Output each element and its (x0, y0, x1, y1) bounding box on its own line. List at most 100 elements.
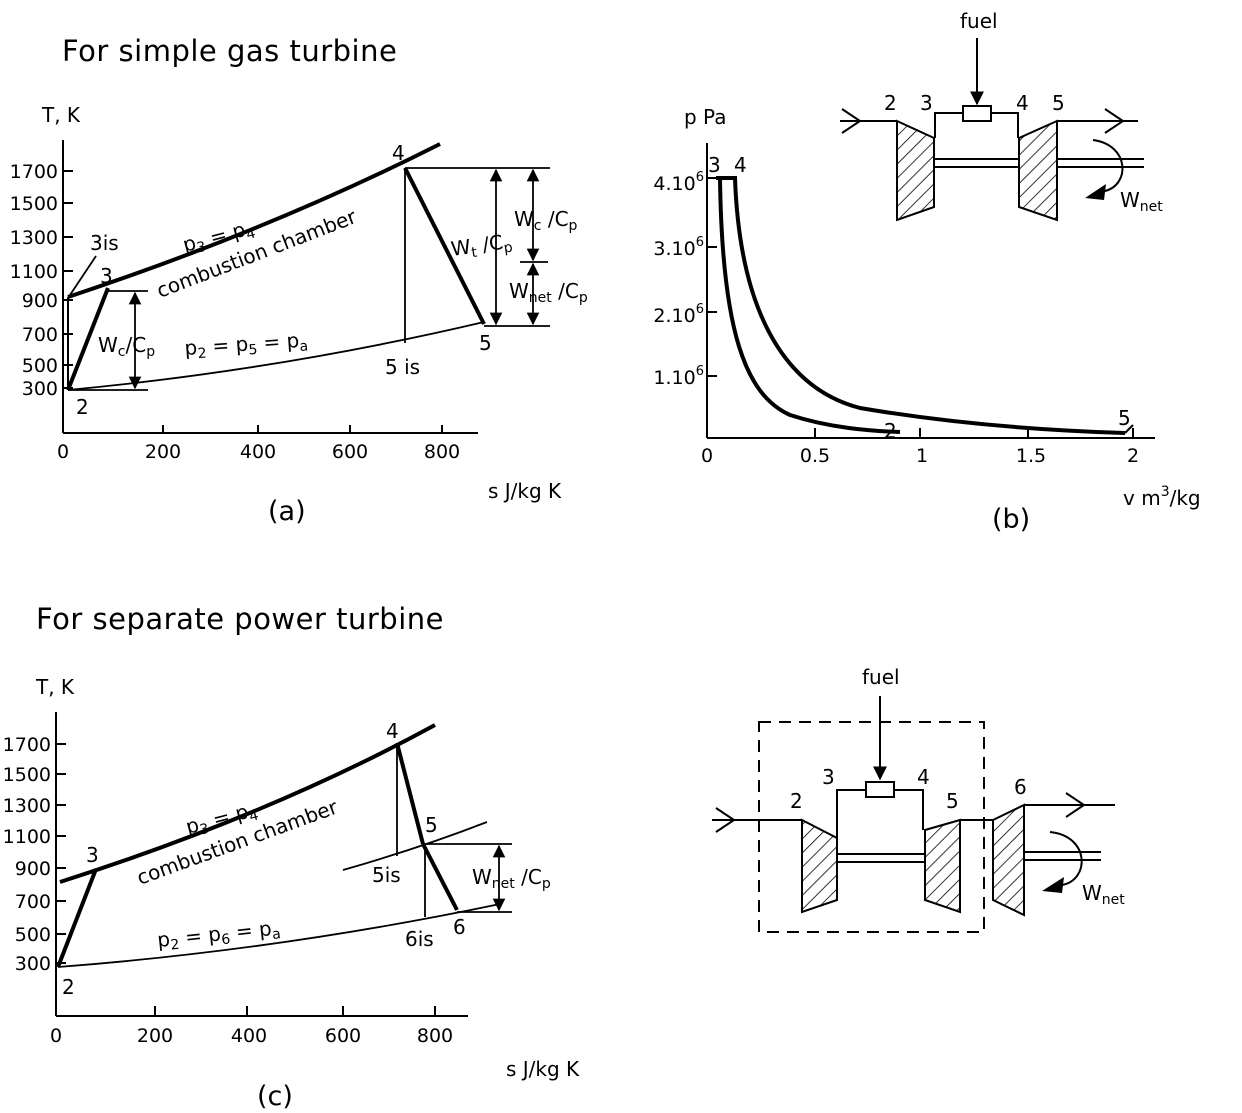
b-ytick: 2.106 (653, 302, 704, 327)
a-ytick: 1500 (10, 193, 58, 215)
sc-hp-turbine (924, 818, 961, 914)
a-point-3is: 3is (90, 231, 119, 255)
b-ytick: 1.106 (653, 364, 704, 389)
a-caption: (a) (268, 496, 306, 527)
a-wt-label: Wt /Cp (449, 229, 514, 264)
sb-fuel-label: fuel (960, 9, 998, 33)
a-point-2: 2 (76, 395, 89, 419)
b-point-3: 3 (708, 153, 721, 177)
a-wnet-label: Wnet /Cp (509, 279, 588, 306)
b-y-axis-label: p Pa (684, 105, 726, 129)
a-ytick: 300 (22, 378, 58, 400)
c-low-pressure-label: p2 = p6 = pa (156, 915, 282, 955)
a-ytick: 1300 (10, 227, 58, 249)
a-point-5: 5 (479, 331, 492, 355)
c-hp-expansion-line (395, 742, 425, 845)
a-x-axis-label: s J/kg K (488, 479, 562, 503)
a-expansion-line (403, 167, 486, 325)
c-xtick: 800 (417, 1025, 453, 1047)
a-ytick: 1700 (10, 161, 58, 183)
sc-work-arrow (1047, 831, 1083, 890)
sb-station: 3 (920, 91, 933, 115)
c-y-axis-label: T, K (35, 675, 75, 699)
a-high-pressure-isobar (67, 142, 441, 299)
a-ytick: 1100 (10, 261, 58, 283)
sb-compressor (896, 119, 935, 222)
c-intermediate-isobar (342, 821, 488, 871)
a-combustion-label: combustion chamber (153, 204, 360, 303)
sb-work-arrow (1089, 139, 1124, 197)
sc-compressor (801, 818, 838, 914)
b-compression-curve (718, 177, 901, 434)
b-xtick: 0 (701, 445, 713, 467)
c-ytick: 1300 (3, 795, 51, 817)
c-ytick: 1100 (3, 826, 51, 848)
c-point-4: 4 (386, 719, 399, 743)
c-point-2: 2 (62, 975, 75, 999)
b-xtick: 0.5 (800, 445, 830, 467)
a-compression-line (66, 287, 110, 391)
c-compression-line (56, 868, 98, 968)
c-point-5: 5 (425, 813, 438, 837)
c-xtick: 200 (137, 1025, 173, 1047)
c-point-3: 3 (86, 843, 99, 867)
b-expansion-curve (733, 177, 1126, 435)
a-point-3: 3 (100, 264, 113, 288)
b-point-2: 2 (884, 419, 897, 443)
sc-wnet-label: Wnet (1082, 881, 1125, 908)
a-ytick: 500 (22, 355, 58, 377)
b-ytick: 3.106 (653, 235, 704, 260)
c-xtick: 400 (231, 1025, 267, 1047)
sc-station: 2 (790, 789, 803, 813)
sc-gas-generator-boundary (758, 721, 985, 933)
b-xtick: 1.5 (1016, 445, 1046, 467)
schematic-separate: fuel 2 3 4 5 6 Wnet (712, 665, 1125, 933)
b-xtick: 2 (1127, 445, 1139, 467)
a-point-4: 4 (392, 141, 405, 165)
sc-fuel-label: fuel (862, 665, 900, 689)
a-point-5is: 5 is (385, 355, 420, 379)
a-xtick: 200 (145, 441, 181, 463)
heading-simple-gas-turbine: For simple gas turbine (62, 34, 398, 68)
c-ytick: 700 (15, 891, 51, 913)
b-ytick: 4.106 (653, 170, 704, 195)
sc-station: 3 (822, 765, 835, 789)
schematic-simple: fuel 2 3 4 5 Wnet (840, 9, 1163, 222)
a-xtick: 0 (57, 441, 69, 463)
b-point-5: 5 (1118, 406, 1131, 430)
a-ytick: 900 (22, 290, 58, 312)
b-point-4: 4 (734, 153, 747, 177)
c-point-6: 6 (453, 915, 466, 939)
sb-wnet-label: Wnet (1120, 188, 1163, 215)
c-ytick: 900 (15, 858, 51, 880)
c-ytick: 1700 (3, 734, 51, 756)
a-xtick: 400 (240, 441, 276, 463)
ts-diagram-a: 1700 1500 1300 1100 900 700 500 300 0 20… (10, 103, 588, 527)
sc-station: 6 (1014, 775, 1027, 799)
a-xtick: 800 (424, 441, 460, 463)
sb-station: 4 (1016, 91, 1029, 115)
sc-station: 4 (917, 765, 930, 789)
c-lp-expansion-line (421, 843, 459, 911)
a-low-pressure-isobar (67, 321, 485, 391)
c-ytick: 300 (15, 953, 51, 975)
c-wnet-label: Wnet /Cp (472, 865, 551, 892)
c-x-axis-label: s J/kg K (506, 1057, 580, 1081)
sb-station: 5 (1052, 91, 1065, 115)
a-wc-left-label: Wc/Cp (98, 333, 155, 360)
c-ytick: 500 (15, 924, 51, 946)
c-high-pressure-isobar (59, 723, 436, 884)
c-low-pressure-isobar (57, 903, 501, 968)
a-low-pressure-label: p2 = p5 = pa (184, 327, 309, 363)
b-x-axis-label: v m3/kg (1123, 484, 1201, 510)
a-ytick: 700 (22, 324, 58, 346)
c-point-5is: 5is (372, 863, 401, 887)
sc-combustor (865, 781, 895, 798)
b-xtick: 1 (916, 445, 928, 467)
c-xtick: 0 (50, 1025, 62, 1047)
ts-diagram-c: 1700 1500 1300 1100 900 700 500 300 0 20… (3, 675, 580, 1112)
c-xtick: 600 (325, 1025, 361, 1047)
b-caption: (b) (992, 504, 1030, 535)
heading-separate-power-turbine: For separate power turbine (36, 602, 444, 636)
